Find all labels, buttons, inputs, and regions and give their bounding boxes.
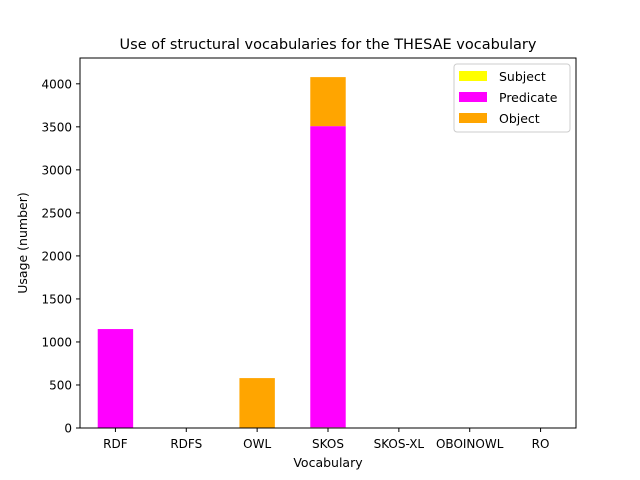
y-tick-label: 4000 [41, 77, 72, 91]
y-tick-label: 0 [64, 422, 72, 436]
y-tick-label: 1000 [41, 335, 72, 349]
chart-title: Use of structural vocabularies for the T… [120, 37, 537, 53]
y-tick-label: 2500 [41, 206, 72, 220]
x-tick-label: OBOINOWL [436, 437, 504, 451]
legend: Subject Predicate Object [453, 63, 571, 133]
y-tick-label: 3000 [41, 163, 72, 177]
x-tick-label: SKOS-XL [374, 437, 425, 451]
legend-swatch-predicate [459, 92, 487, 102]
x-tick-label: SKOS [312, 437, 344, 451]
y-tick-label: 2000 [41, 249, 72, 263]
x-tick-label: RDFS [170, 437, 202, 451]
x-axis: RDF RDFS OWL SKOS SKOS-XL OBOINOWL RO [103, 428, 549, 451]
bar-predicate-skos [310, 126, 346, 428]
bar-object-skos [310, 77, 346, 127]
y-axis: 0 500 1000 1500 2000 2500 3000 3500 4000 [41, 77, 80, 436]
legend-swatch-subject [459, 71, 487, 81]
x-axis-label: Vocabulary [293, 455, 363, 470]
x-tick-label: RO [532, 437, 550, 451]
bar-object-owl [239, 378, 275, 428]
x-tick-label: OWL [243, 437, 271, 451]
legend-swatch-object [459, 113, 487, 123]
y-axis-label: Usage (number) [15, 192, 30, 293]
x-tick-label: RDF [103, 437, 128, 451]
bars-group [97, 77, 346, 428]
legend-label-predicate: Predicate [499, 90, 558, 105]
y-tick-label: 1500 [41, 292, 72, 306]
bar-predicate-rdf [97, 329, 134, 428]
y-tick-label: 500 [49, 378, 72, 392]
legend-label-subject: Subject [499, 69, 546, 84]
legend-label-object: Object [499, 111, 540, 126]
y-tick-label: 3500 [41, 120, 72, 134]
